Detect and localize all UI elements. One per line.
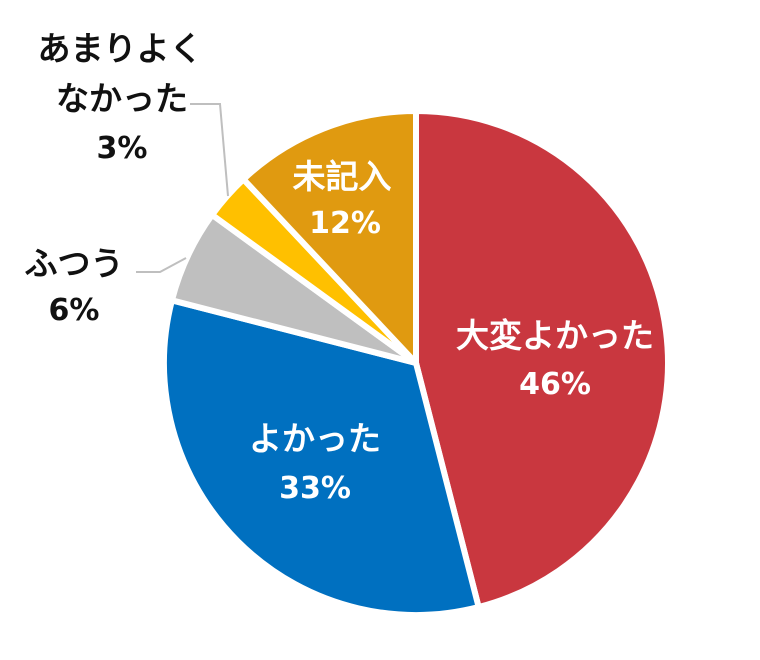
slice-value-未記入: 12% [309,206,381,241]
slice-value-あまりよくなかった: 3% [97,131,148,166]
pie-slice-よかった [161,297,482,618]
leader-line-あまりよくなかった [190,103,229,197]
pie-slice-未記入 [240,108,419,366]
slice-value-よかった: 33% [279,471,351,506]
slice-label-未記入: 未記入 [293,157,392,196]
slice-label-あまりよくなかった-line2: なかった [56,79,188,118]
slice-value-大変よかった: 46% [519,367,591,402]
pie-slices [161,108,671,618]
slice-label-ふつう: ふつう [25,244,124,283]
slice-label-あまりよくなかった-line1: あまりよく [38,29,203,68]
slice-value-ふつう: 6% [49,293,100,328]
slice-label-大変よかった: 大変よかった [456,316,654,355]
slice-label-よかった: よかった [249,419,381,458]
leader-line-ふつう [136,257,187,273]
pie-slice-大変よかった [413,108,671,611]
